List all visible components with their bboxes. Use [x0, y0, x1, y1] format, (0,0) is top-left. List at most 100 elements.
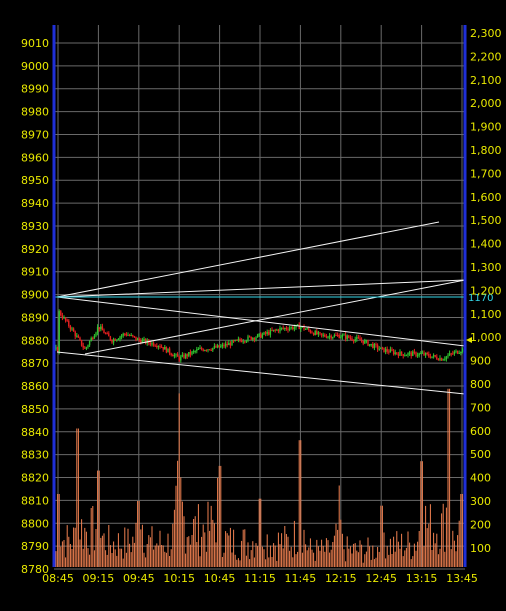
candle-body — [343, 334, 345, 336]
candle-body — [288, 328, 291, 330]
candle-body — [154, 345, 156, 347]
candle-body — [135, 336, 137, 340]
candle-body — [284, 328, 286, 329]
candle-body — [460, 352, 462, 353]
candle-body — [365, 340, 368, 342]
candle-body — [330, 335, 332, 339]
time-tick-label: 12:45 — [365, 572, 397, 585]
volume-tick-label: 1,200 — [470, 284, 502, 297]
candle-body — [144, 339, 147, 344]
candle-body — [79, 337, 81, 340]
candle-body — [176, 354, 179, 357]
candle-body — [200, 347, 203, 350]
time-tick-label: 12:15 — [325, 572, 357, 585]
candle-body — [74, 331, 76, 337]
candle-body — [415, 352, 417, 356]
candle-body — [76, 335, 78, 337]
candle-body — [60, 311, 62, 316]
candle-body — [351, 338, 353, 341]
candle-body — [157, 346, 160, 347]
volume-tick-label: 1,000 — [470, 331, 502, 344]
candle-body — [100, 326, 102, 329]
candle-body — [381, 347, 384, 349]
candle-body — [322, 334, 324, 336]
price-tick-label: 8800 — [21, 517, 49, 530]
candle-body — [428, 354, 430, 357]
candle-body — [314, 331, 316, 335]
candle-body — [386, 349, 388, 352]
trend-line — [56, 351, 466, 395]
candle-body — [228, 343, 230, 346]
price-tick-label: 8930 — [21, 220, 49, 233]
candle-body — [95, 332, 97, 336]
candle-body — [205, 350, 208, 352]
candle-body — [248, 336, 251, 338]
candle-body — [223, 344, 225, 347]
candle-body — [437, 359, 440, 361]
candle-body — [164, 347, 166, 350]
candle-body — [93, 335, 96, 339]
price-tick-label: 8850 — [21, 403, 49, 416]
candle-body — [117, 338, 120, 340]
candle-body — [258, 333, 260, 335]
candle-body — [290, 327, 292, 329]
candle-body — [306, 328, 308, 330]
price-tick-label: 8780 — [21, 563, 49, 576]
candle-body — [221, 344, 224, 347]
candle-body — [317, 332, 320, 335]
candle-body — [218, 345, 220, 348]
candle-body — [327, 336, 329, 338]
candle-body — [55, 347, 57, 350]
candle-body — [394, 352, 396, 355]
candle-body — [418, 353, 420, 356]
candle-body — [370, 343, 372, 345]
candle-body — [269, 330, 272, 335]
candle-body — [192, 351, 195, 353]
candle-body — [352, 340, 355, 342]
price-tick-label: 8820 — [21, 472, 49, 485]
price-tick-label: 8940 — [21, 197, 49, 210]
candle-body — [402, 354, 404, 356]
trend-lines: 1170 — [54, 221, 493, 395]
candle-body — [175, 354, 177, 356]
candle-body — [424, 352, 427, 356]
candle-body — [92, 338, 94, 339]
candle-body — [287, 329, 289, 331]
candle-body — [197, 349, 200, 350]
candle-body — [324, 334, 326, 337]
candle-body — [440, 358, 443, 361]
candle-body — [360, 340, 363, 341]
volume-tick-label: 2,100 — [470, 74, 502, 87]
candle-body — [108, 333, 110, 337]
candle-body — [247, 336, 249, 341]
volume-tick-label: 1,100 — [470, 308, 502, 321]
candle-body — [336, 335, 339, 336]
time-tick-label: 09:45 — [123, 572, 155, 585]
candle-body — [128, 335, 131, 336]
price-candles — [55, 309, 464, 363]
candle-body — [253, 337, 256, 340]
volume-tick-label: 1,400 — [470, 238, 502, 251]
candle-body — [224, 343, 227, 347]
candle-body — [64, 317, 67, 321]
candle-body — [183, 354, 185, 359]
price-tick-label: 8920 — [21, 243, 49, 256]
volume-tick-label: 1,900 — [470, 121, 502, 134]
volume-tick-label: 1,800 — [470, 144, 502, 157]
candle-body — [69, 326, 72, 330]
candle-body — [66, 320, 68, 322]
last-price-marker — [466, 337, 472, 343]
volume-tick-label: 2,200 — [470, 50, 502, 63]
candle-body — [412, 351, 414, 356]
candle-body — [63, 317, 65, 319]
candle-body — [71, 328, 73, 330]
candle-body — [399, 351, 401, 356]
candle-body — [216, 345, 219, 348]
candle-body — [264, 332, 267, 334]
candle-body — [263, 332, 265, 335]
candle-body — [364, 340, 366, 344]
time-tick-label: 13:45 — [446, 572, 478, 585]
candle-body — [84, 347, 86, 349]
axes — [52, 25, 472, 567]
reference-line-label: 1170 — [468, 293, 493, 304]
